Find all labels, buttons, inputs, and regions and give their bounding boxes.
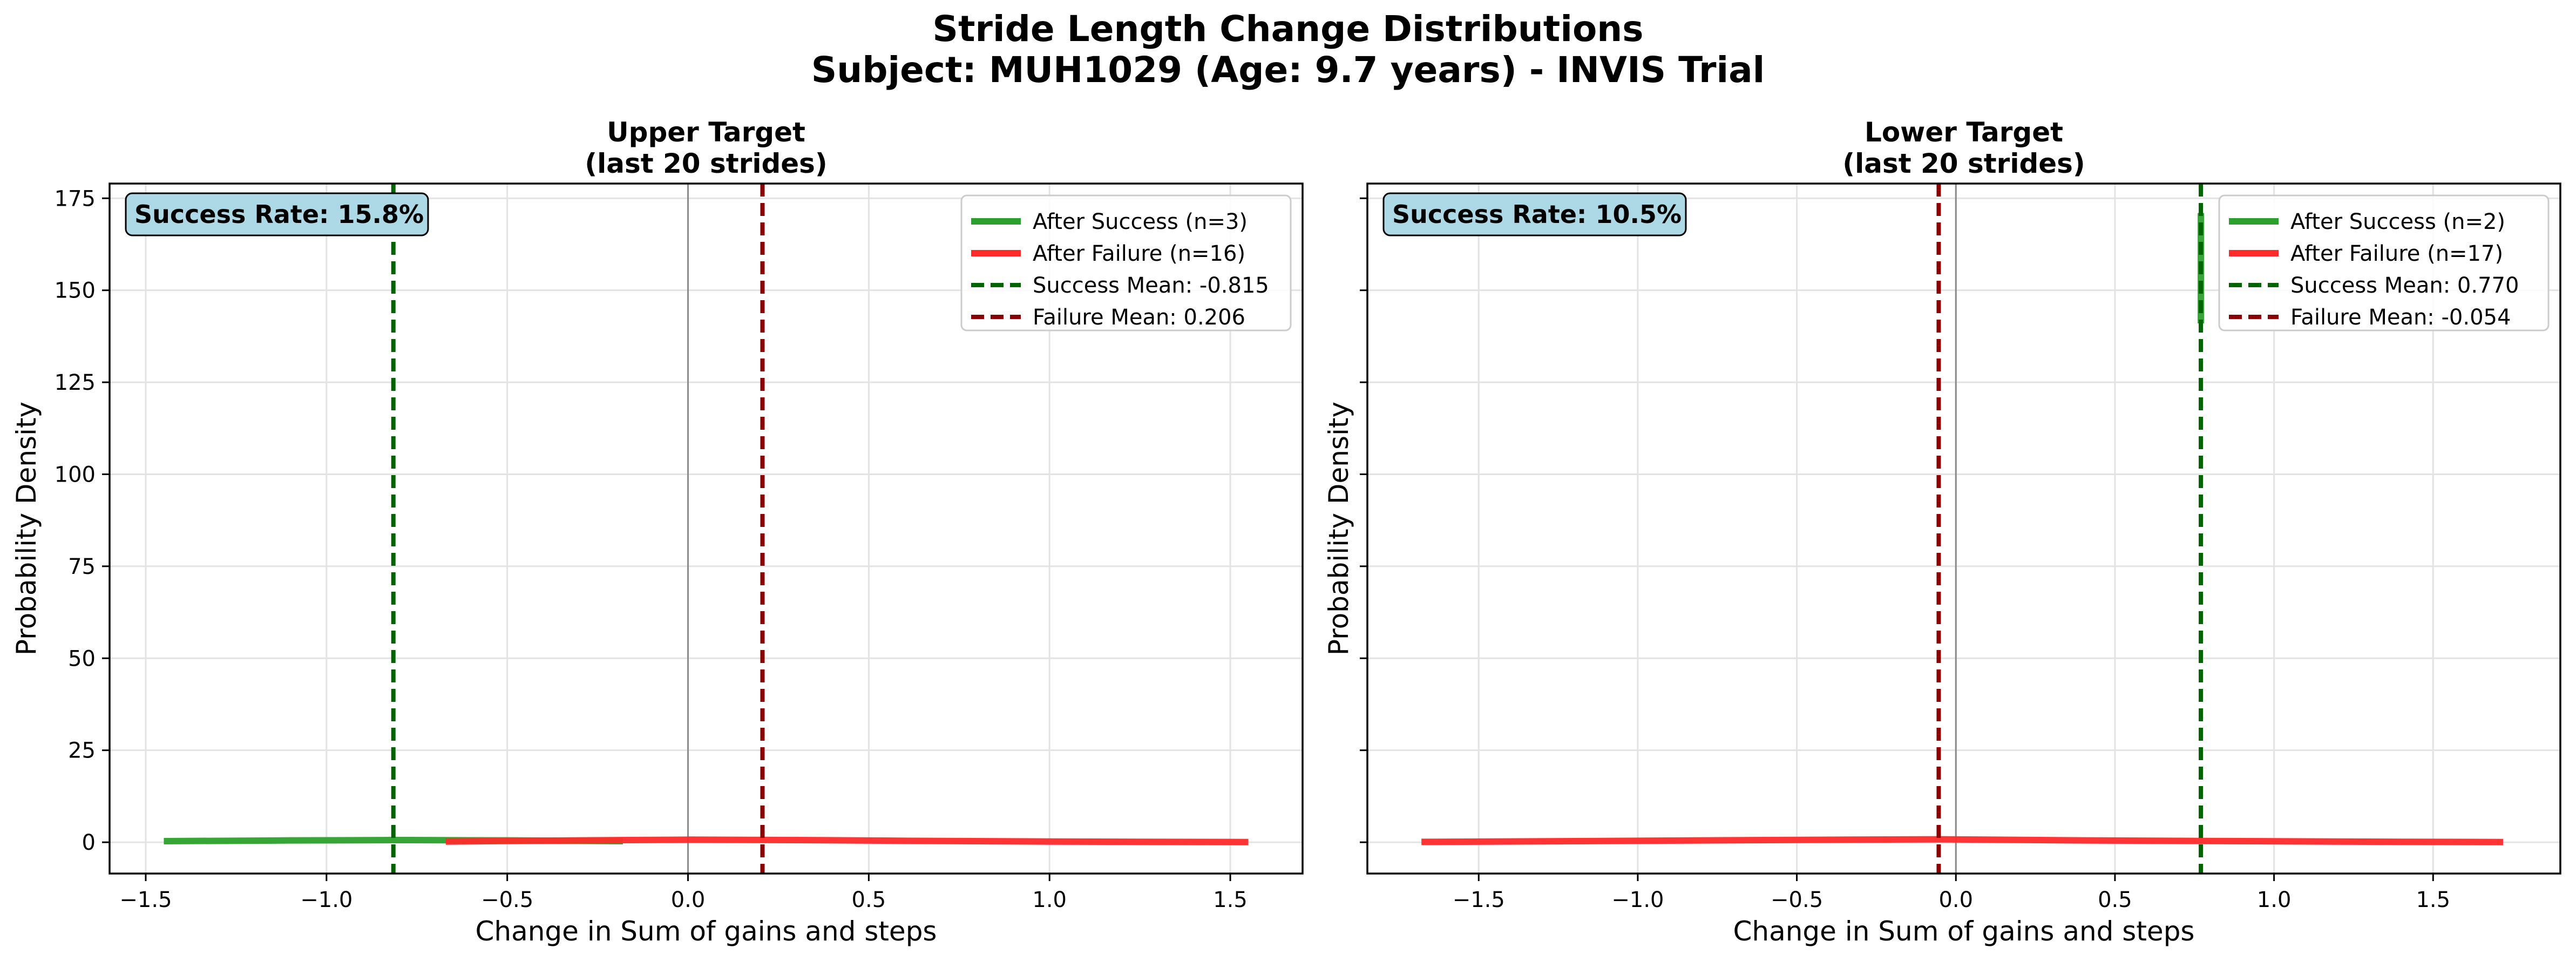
x-tick-label: −1.5 (119, 888, 172, 912)
legend: After Success (n=2) After Failure (n=17) S… (2218, 194, 2550, 331)
x-tick-label: 0.5 (852, 888, 886, 912)
y-tick-label: 175 (55, 186, 96, 211)
panel-1: Upper Target(last 20 strides) −1.5 −1.0 −0.… (11, 117, 1304, 947)
legend: After Success (n=3) After Failure (n=16) S… (960, 194, 1292, 331)
y-tick-label: 125 (55, 370, 96, 395)
legend-label-success-mean: Success Mean: 0.770 (2290, 273, 2519, 298)
x-tick-label: 1.0 (1032, 888, 1067, 912)
legend-label-after-failure: After Failure (n=17) (2290, 241, 2503, 266)
y-axis-label: Probability Density (11, 402, 42, 655)
x-tick-label: 1.5 (2416, 888, 2450, 912)
x-tick-label: −1.0 (1611, 888, 1664, 912)
axes-frame (1366, 182, 2561, 875)
panel-title-line2: (last 20 strides) (1842, 148, 2085, 179)
x-axis-label: Change in Sum of gains and steps (476, 916, 937, 947)
success-rate-box (1382, 192, 1687, 236)
series-line-after-failure (1421, 836, 2503, 845)
x-tick-label: −0.5 (1771, 888, 1823, 912)
x-tick-label: −1.0 (300, 888, 352, 912)
y-axis-label: Probability Density (1323, 402, 1354, 655)
figure-title-line1: Stride Length Change Distributions (932, 8, 1643, 50)
x-axis-label: Change in Sum of gains and steps (1733, 916, 2195, 947)
x-tick-label: −0.5 (481, 888, 533, 912)
x-tick-label: 1.0 (2257, 888, 2292, 912)
series-line-after-failure (445, 836, 1249, 845)
panel-2: Lower Target(last 20 strides) −1.5 −1.0 −0.… (1323, 117, 2561, 947)
y-tick-label: 50 (68, 646, 96, 671)
legend-label-after-success: After Success (n=2) (2290, 209, 2505, 234)
y-tick-label: 150 (55, 279, 96, 303)
success-rate-text: Success Rate: 10.5% (1392, 200, 1682, 229)
legend-label-success-mean: Success Mean: -0.815 (1033, 273, 1269, 298)
legend-label-failure-mean: Failure Mean: -0.054 (2290, 305, 2511, 330)
x-tick-label: 1.5 (1213, 888, 1248, 912)
legend-frame (2218, 194, 2550, 331)
x-tick-label: −1.5 (1453, 888, 1505, 912)
x-tick-label: 0.0 (1938, 888, 1973, 912)
legend-frame (960, 194, 1292, 331)
y-tick-label: 25 (68, 739, 96, 763)
panel-title-line2: (last 20 strides) (585, 148, 828, 179)
legend-label-after-success: After Success (n=3) (1033, 209, 1248, 234)
success-rate-box (125, 192, 429, 236)
y-tick-label: 75 (68, 554, 96, 579)
y-tick-label: 0 (82, 830, 96, 855)
legend-label-failure-mean: Failure Mean: 0.206 (1033, 305, 1245, 330)
panel-title-line1: Lower Target (1865, 117, 2063, 148)
panel-title-line1: Upper Target (607, 117, 805, 148)
x-tick-label: 0.5 (2098, 888, 2132, 912)
success-rate-text: Success Rate: 15.8% (134, 200, 424, 229)
axes-frame (109, 182, 1304, 875)
y-tick-label: 100 (55, 462, 96, 487)
x-tick-label: 0.0 (671, 888, 706, 912)
figure-title-line2: Subject: MUH1029 (Age: 9.7 years) - INVI… (811, 49, 1765, 91)
legend-label-after-failure: After Failure (n=16) (1033, 241, 1245, 266)
